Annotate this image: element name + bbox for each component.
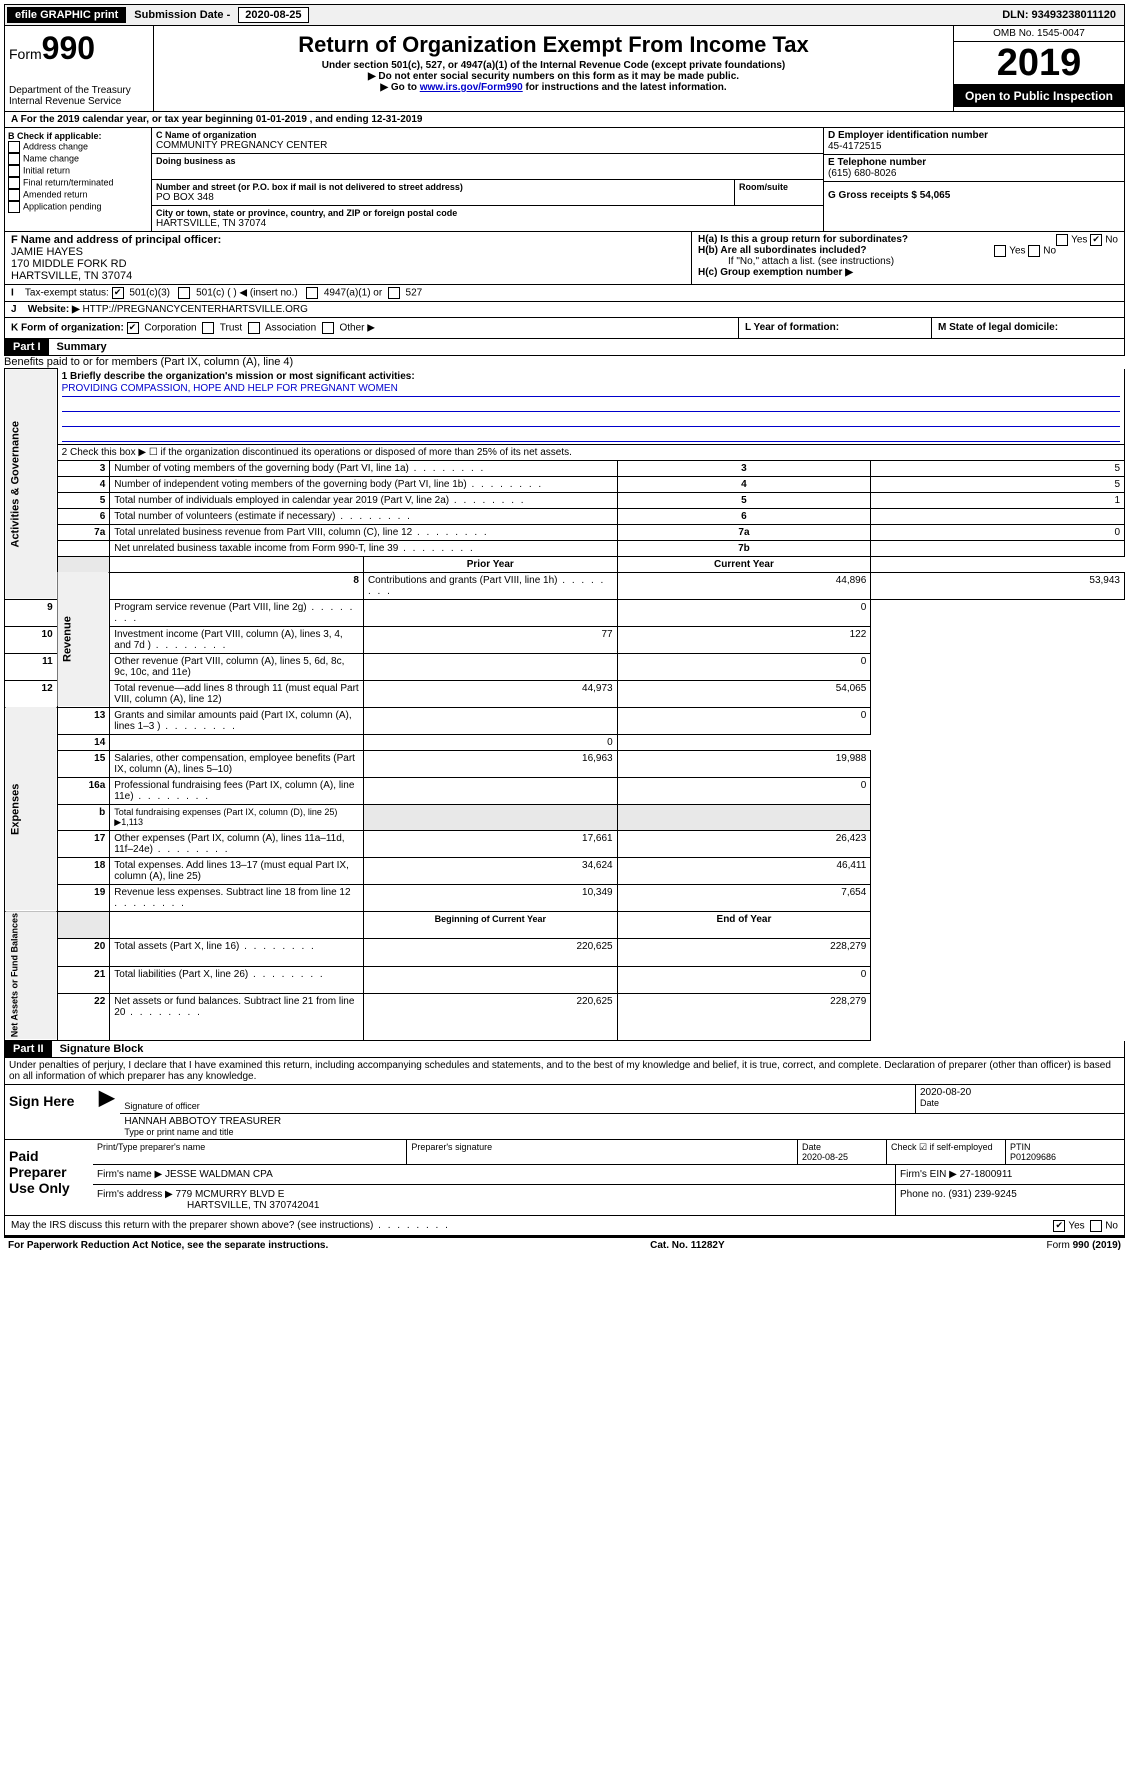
vert-revenue: Revenue bbox=[57, 572, 110, 707]
officer-sig-date: 2020-08-20 bbox=[920, 1087, 1120, 1098]
submission-label: Submission Date - bbox=[130, 9, 234, 21]
org-address: PO BOX 348 bbox=[156, 192, 730, 203]
sign-here-label: Sign Here bbox=[5, 1085, 93, 1139]
ha-yes-checkbox[interactable] bbox=[1056, 234, 1068, 246]
block-c: C Name of organization COMMUNITY PREGNAN… bbox=[152, 128, 823, 231]
assoc-checkbox[interactable] bbox=[248, 322, 260, 334]
block-b: B Check if applicable: Address change Na… bbox=[5, 128, 152, 231]
form-header: Form990 Department of the Treasury Inter… bbox=[4, 26, 1125, 112]
blocks-fh: F Name and address of principal officer:… bbox=[4, 232, 1125, 285]
firm-name: JESSE WALDMAN CPA bbox=[165, 1169, 273, 1180]
top-bar: efile GRAPHIC print Submission Date - 20… bbox=[4, 4, 1125, 26]
hb-yes-checkbox[interactable] bbox=[994, 245, 1006, 257]
phone: (615) 680-8026 bbox=[828, 168, 1120, 179]
block-f: F Name and address of principal officer:… bbox=[5, 232, 692, 284]
trust-checkbox[interactable] bbox=[202, 322, 214, 334]
discuss-no-checkbox[interactable] bbox=[1090, 1220, 1102, 1232]
ha-no-checkbox[interactable] bbox=[1090, 234, 1102, 246]
officer-name: HANNAH ABBOTOY TREASURER bbox=[124, 1116, 1120, 1127]
vert-governance: Activities & Governance bbox=[5, 369, 58, 600]
part2-header: Part II Signature Block bbox=[4, 1041, 1125, 1058]
block-d: D Employer identification number 45-4172… bbox=[823, 128, 1124, 231]
form-prefix: Form bbox=[9, 46, 42, 62]
ein: 45-4172515 bbox=[828, 141, 1120, 152]
firm-addr2: HARTSVILLE, TN 370742041 bbox=[97, 1200, 891, 1211]
discuss-yes-checkbox[interactable] bbox=[1053, 1220, 1065, 1232]
subtitle-3a: ▶ Go to bbox=[380, 82, 419, 93]
perjury-statement: Under penalties of perjury, I declare th… bbox=[4, 1058, 1125, 1085]
527-checkbox[interactable] bbox=[388, 287, 400, 299]
line-klm: K Form of organization: Corporation Trus… bbox=[4, 318, 1125, 339]
efile-button[interactable]: efile GRAPHIC print bbox=[7, 7, 126, 23]
subtitle-3b: for instructions and the latest informat… bbox=[523, 82, 727, 93]
address-change-checkbox[interactable] bbox=[8, 141, 20, 153]
subtitle-1: Under section 501(c), 527, or 4947(a)(1)… bbox=[158, 60, 949, 71]
dept-label: Department of the Treasury bbox=[9, 85, 149, 96]
line-a: A For the 2019 calendar year, or tax yea… bbox=[4, 112, 1125, 128]
omb-number: OMB No. 1545-0047 bbox=[954, 26, 1124, 42]
firm-phone: (931) 239-9245 bbox=[948, 1189, 1016, 1200]
irs-label: Internal Revenue Service bbox=[9, 96, 149, 107]
name-change-checkbox[interactable] bbox=[8, 153, 20, 165]
paid-preparer-label: Paid Preparer Use Only bbox=[5, 1140, 93, 1215]
501c3-checkbox[interactable] bbox=[112, 287, 124, 299]
gross-receipts: G Gross receipts $ 54,065 bbox=[828, 190, 1120, 201]
part1-header: Part I Summary bbox=[4, 339, 1125, 356]
vert-nafb: Net Assets or Fund Balances bbox=[5, 911, 58, 1040]
application-pending-checkbox[interactable] bbox=[8, 201, 20, 213]
block-h: H(a) Is this a group return for subordin… bbox=[692, 232, 1124, 284]
footer: For Paperwork Reduction Act Notice, see … bbox=[4, 1236, 1125, 1253]
website-url: HTTP://PREGNANCYCENTERHARTSVILLE.ORG bbox=[82, 304, 307, 315]
subtitle-2: ▶ Do not enter social security numbers o… bbox=[158, 71, 949, 82]
discuss-line: May the IRS discuss this return with the… bbox=[5, 1216, 1124, 1235]
mission-text: PROVIDING COMPASSION, HOPE AND HELP FOR … bbox=[62, 382, 1120, 397]
form990-link[interactable]: www.irs.gov/Form990 bbox=[420, 82, 523, 93]
preparer-date: 2020-08-25 bbox=[802, 1152, 882, 1162]
amended-return-checkbox[interactable] bbox=[8, 189, 20, 201]
501c-checkbox[interactable] bbox=[178, 287, 190, 299]
org-city: HARTSVILLE, TN 37074 bbox=[156, 218, 819, 229]
corp-checkbox[interactable] bbox=[127, 322, 139, 334]
4947-checkbox[interactable] bbox=[306, 287, 318, 299]
summary-table: Activities & Governance 1 Briefly descri… bbox=[4, 368, 1125, 1041]
dln: DLN: 93493238011120 bbox=[1002, 9, 1122, 21]
line-i: I Tax-exempt status: 501(c)(3) 501(c) ( … bbox=[4, 285, 1125, 302]
submission-date: 2020-08-25 bbox=[238, 7, 308, 23]
tax-year: 2019 bbox=[954, 42, 1124, 85]
ptin: P01209686 bbox=[1010, 1152, 1120, 1162]
firm-addr1: 779 MCMURRY BLVD E bbox=[176, 1189, 285, 1200]
final-return-checkbox[interactable] bbox=[8, 177, 20, 189]
initial-return-checkbox[interactable] bbox=[8, 165, 20, 177]
hb-no-checkbox[interactable] bbox=[1028, 245, 1040, 257]
open-public: Open to Public Inspection bbox=[954, 85, 1124, 107]
signature-block: Sign Here ▶ Signature of officer 2020-08… bbox=[4, 1085, 1125, 1236]
blocks-bcd: B Check if applicable: Address change Na… bbox=[4, 128, 1125, 232]
other-checkbox[interactable] bbox=[322, 322, 334, 334]
org-name: COMMUNITY PREGNANCY CENTER bbox=[156, 140, 819, 151]
form-number: 990 bbox=[42, 30, 95, 66]
line-j: J Website: ▶ HTTP://PREGNANCYCENTERHARTS… bbox=[4, 302, 1125, 318]
vert-expenses: Expenses bbox=[5, 707, 58, 911]
form-title: Return of Organization Exempt From Incom… bbox=[158, 32, 949, 58]
firm-ein: 27-1800911 bbox=[960, 1169, 1013, 1180]
